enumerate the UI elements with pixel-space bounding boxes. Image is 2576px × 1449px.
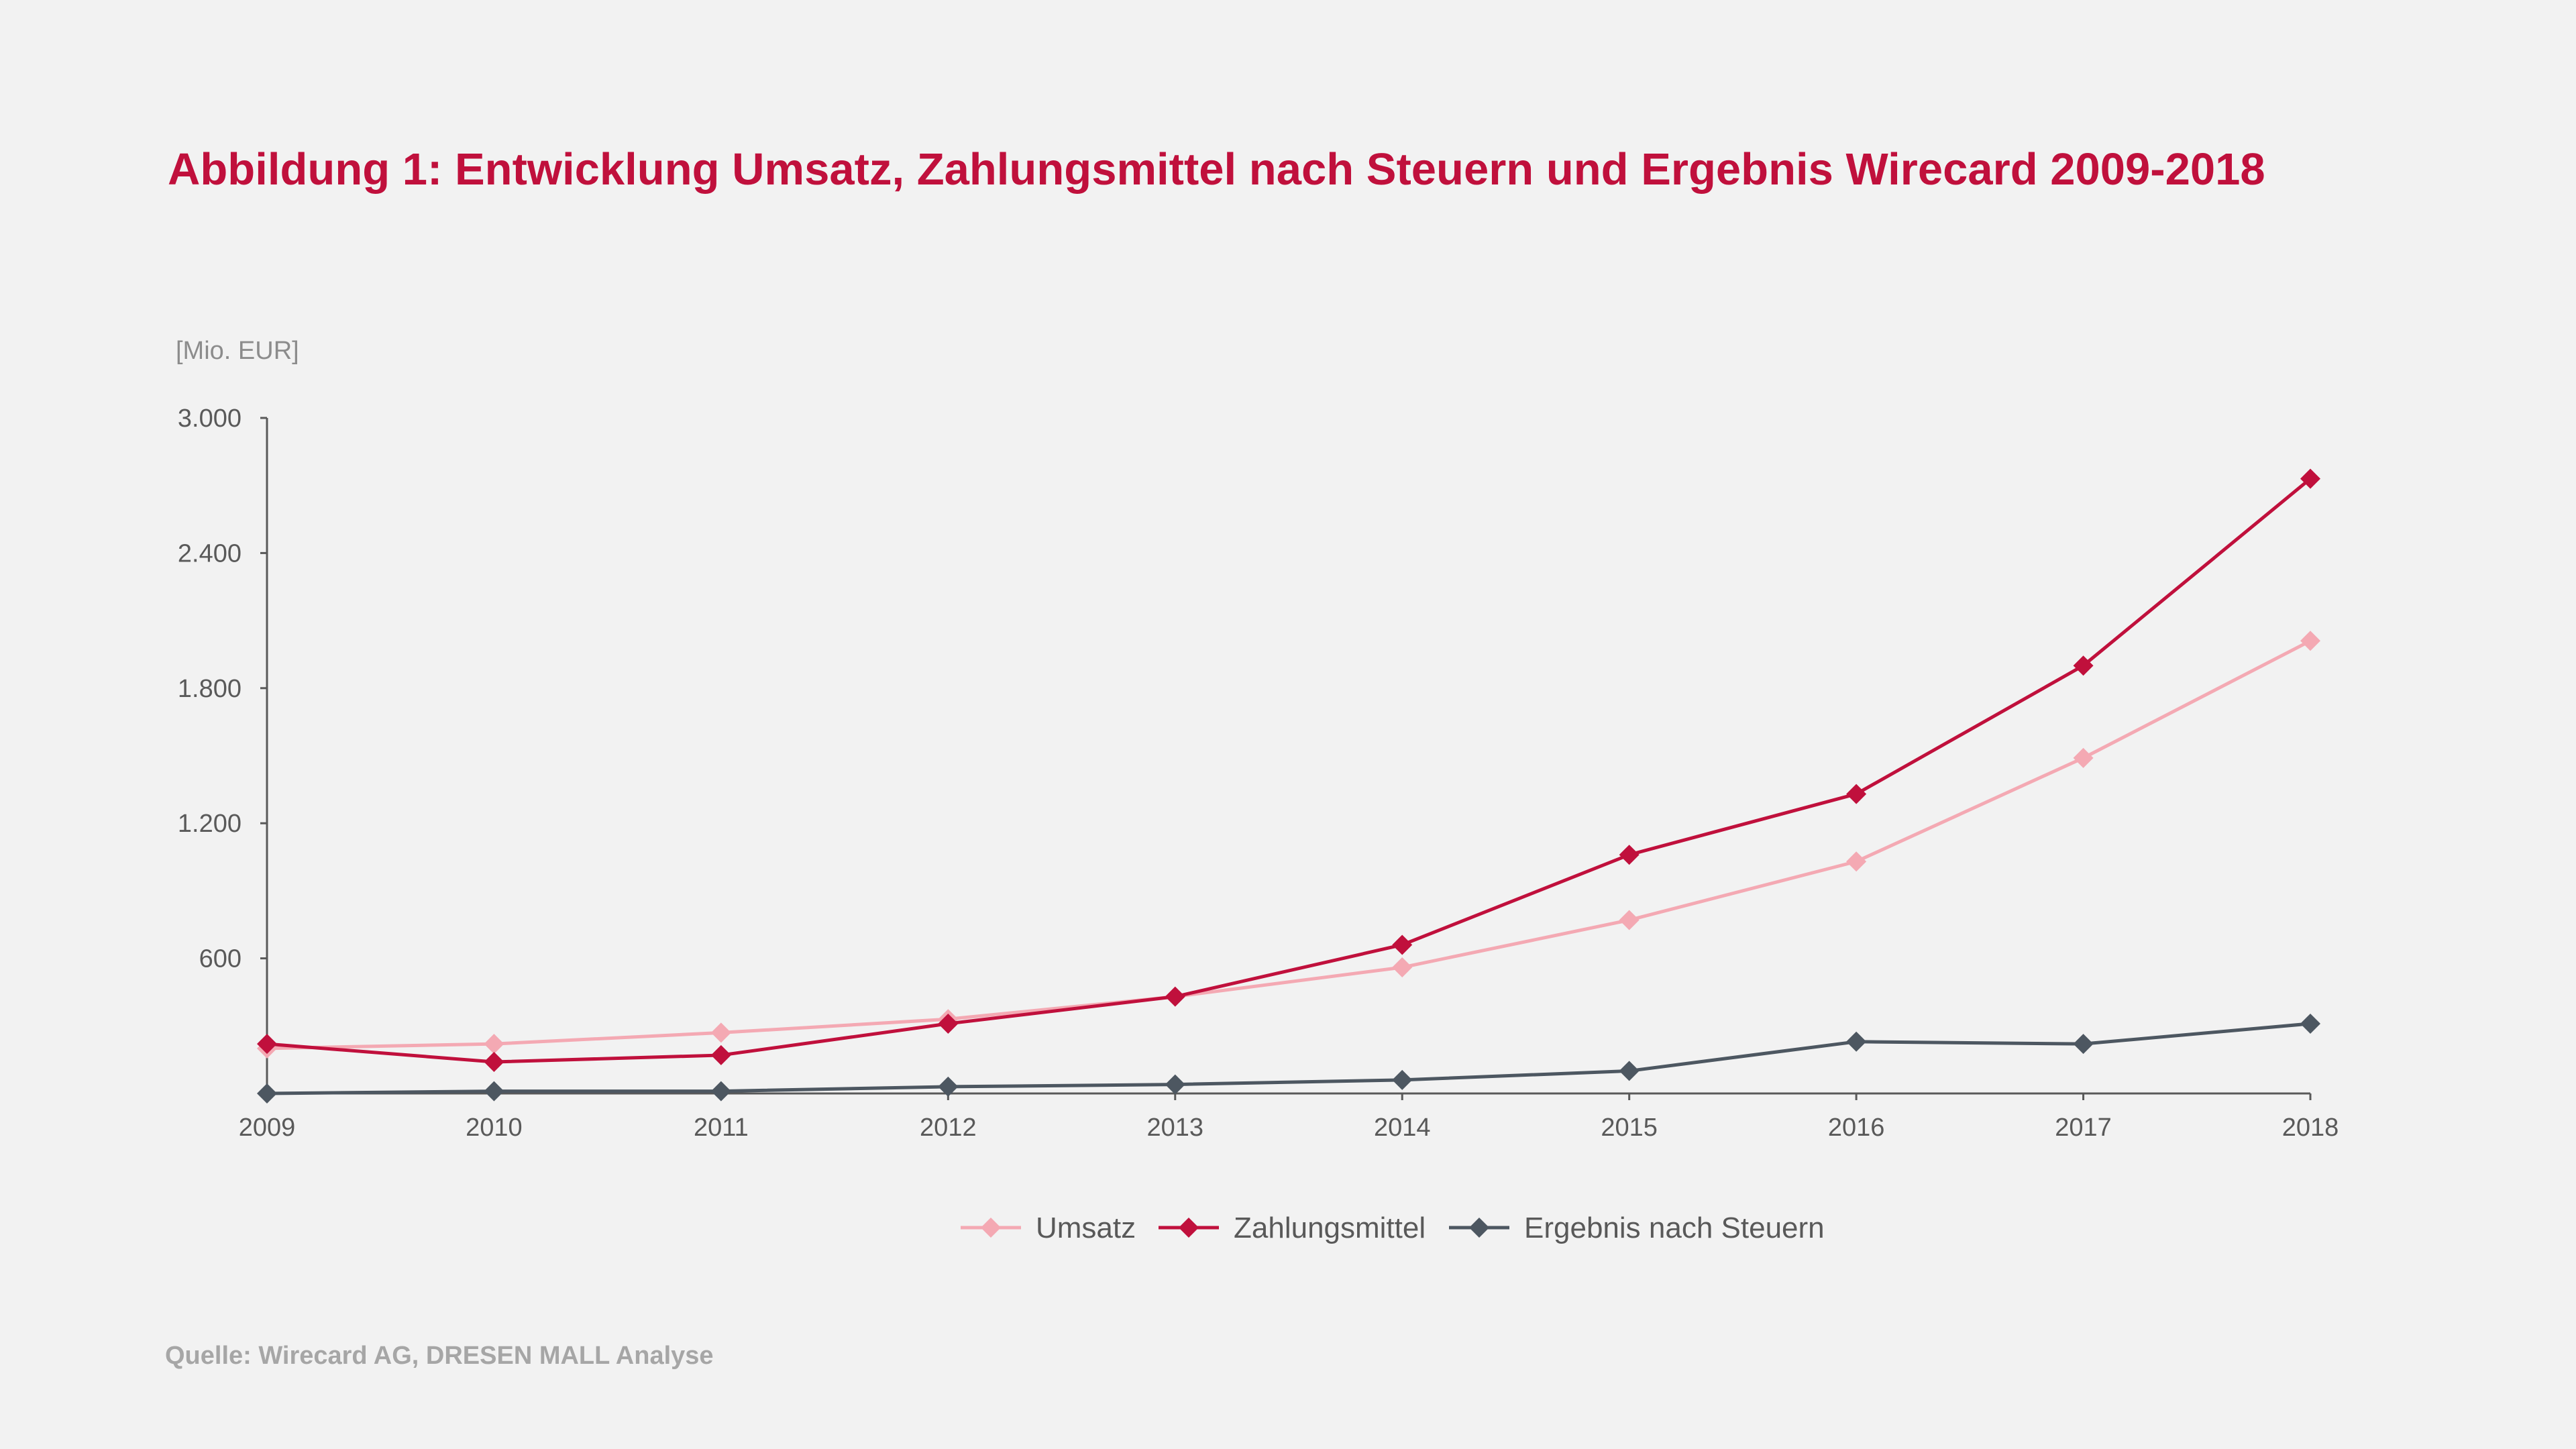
- data-point: [2073, 655, 2094, 676]
- legend-label: Ergebnis nach Steuern: [1524, 1212, 1825, 1244]
- data-point: [1846, 851, 1867, 872]
- data-point: [257, 1034, 277, 1055]
- x-tick-label: 2017: [2055, 1114, 2112, 1142]
- series-1: [257, 468, 2320, 1073]
- data-point: [1846, 1031, 1867, 1052]
- data-point: [2300, 468, 2320, 489]
- data-point: [710, 1022, 731, 1043]
- x-tick-label: 2010: [466, 1114, 523, 1142]
- x-tick-label: 2012: [920, 1114, 977, 1142]
- data-point: [1165, 986, 1185, 1007]
- data-point: [2300, 631, 2320, 651]
- y-tick-label: 600: [199, 945, 241, 973]
- y-tick-label: 1.800: [178, 675, 241, 703]
- data-point: [938, 1013, 959, 1034]
- series-group: [257, 468, 2320, 1104]
- data-point: [2073, 1034, 2094, 1055]
- data-point: [484, 1081, 504, 1102]
- data-point: [1165, 1074, 1185, 1095]
- legend-item: Zahlungsmittel: [1159, 1212, 1426, 1244]
- series-line: [266, 1022, 2311, 1095]
- legend-marker: [1179, 1218, 1199, 1238]
- source-note: Quelle: Wirecard AG, DRESEN MALL Analyse: [165, 1342, 714, 1370]
- y-tick-label: 1.200: [178, 810, 241, 838]
- x-tick-label: 2011: [694, 1114, 749, 1142]
- data-point: [484, 1052, 504, 1073]
- x-tick-label: 2014: [1374, 1114, 1431, 1142]
- series-0: [257, 631, 2320, 1059]
- data-point: [938, 1076, 959, 1097]
- y-tick-label: 2.400: [178, 539, 241, 568]
- data-point: [484, 1034, 504, 1055]
- data-point: [1619, 1061, 1640, 1081]
- legend: Umsatz Zahlungsmittel Ergebnis nach Steuer…: [961, 1212, 1825, 1244]
- x-tick-label: 2016: [1828, 1114, 1885, 1142]
- y-axis-unit-label: [Mio. EUR]: [176, 337, 299, 365]
- legend-item: Umsatz: [961, 1212, 1136, 1244]
- series-line: [266, 477, 2312, 1064]
- data-point: [257, 1083, 277, 1104]
- legend-label: Umsatz: [1036, 1212, 1136, 1244]
- legend-marker: [981, 1218, 1001, 1238]
- data-point: [710, 1044, 731, 1065]
- y-tick-label: 3.000: [178, 405, 241, 433]
- data-point: [1392, 1069, 1413, 1090]
- axes: 600 1.200 1.800 2.400 3.000 2009 2010 2011 2012 2…: [178, 405, 2339, 1142]
- data-point: [1392, 957, 1413, 978]
- data-point: [1619, 910, 1640, 930]
- legend-marker: [1469, 1218, 1489, 1238]
- data-point: [2073, 747, 2094, 768]
- data-point: [710, 1081, 731, 1102]
- legend-label: Zahlungsmittel: [1234, 1212, 1426, 1244]
- chart-title: Abbildung 1: Entwicklung Umsatz, Zahlung…: [168, 144, 2265, 195]
- x-tick-label: 2018: [2282, 1114, 2339, 1142]
- data-point: [2300, 1013, 2320, 1034]
- x-tick-label: 2015: [1601, 1114, 1658, 1142]
- x-tick-label: 2013: [1147, 1114, 1204, 1142]
- legend-item: Ergebnis nach Steuern: [1449, 1212, 1825, 1244]
- data-point: [1619, 845, 1640, 865]
- series-2: [257, 1013, 2320, 1104]
- data-point: [1392, 934, 1413, 955]
- series-line: [266, 639, 2312, 1051]
- x-tick-label: 2009: [239, 1114, 296, 1142]
- data-point: [1846, 784, 1867, 804]
